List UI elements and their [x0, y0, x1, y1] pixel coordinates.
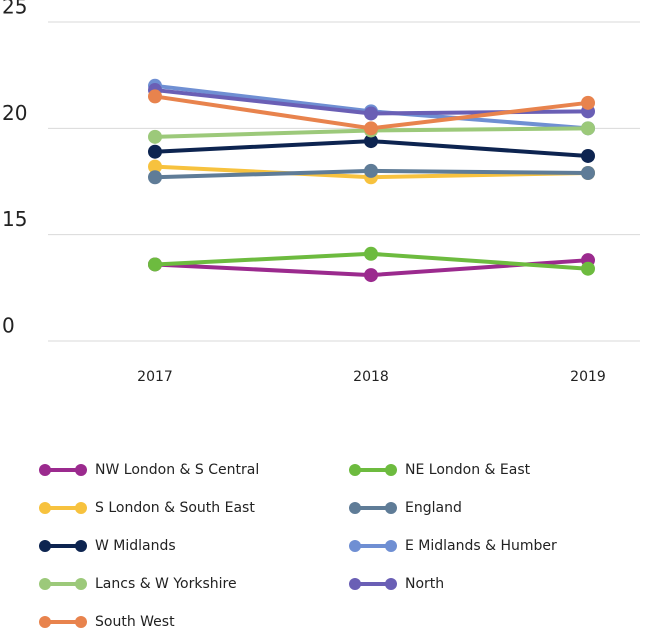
point: [364, 246, 378, 261]
legend-dot: [39, 540, 51, 552]
legend-label: NE London & East: [405, 462, 531, 478]
point: [364, 163, 378, 178]
legend-dot: [75, 464, 87, 476]
legend-label: E Midlands & Humber: [405, 538, 557, 554]
point: [364, 121, 378, 136]
point: [581, 261, 595, 276]
point: [364, 268, 378, 283]
point: [581, 165, 595, 180]
legend-dot: [349, 540, 361, 552]
legend-label: North: [405, 576, 444, 592]
point: [364, 106, 378, 121]
legend-dot: [385, 540, 397, 552]
legend-dot: [39, 464, 51, 476]
point: [148, 129, 162, 144]
legend-dot: [385, 502, 397, 514]
point: [581, 148, 595, 163]
point: [364, 134, 378, 149]
legend-dot: [385, 464, 397, 476]
point: [581, 95, 595, 110]
y-tick-label: 15: [2, 207, 27, 231]
legend-dot: [75, 502, 87, 514]
legend-dot: [349, 502, 361, 514]
legend-label: South West: [95, 614, 175, 630]
legend-dot: [75, 540, 87, 552]
legend-label: Lancs & W Yorkshire: [95, 576, 237, 592]
legend-dot: [39, 578, 51, 590]
x-tick-label: 2019: [570, 369, 606, 385]
point: [148, 89, 162, 104]
y-tick-label: 0: [2, 314, 15, 338]
point: [148, 159, 162, 174]
legend-label: S London & South East: [95, 500, 255, 516]
legend-label: NW London & S Central: [95, 462, 259, 478]
x-tick-label: 2017: [137, 369, 173, 385]
x-tick-label: 2018: [353, 369, 389, 385]
y-tick-label: 20: [2, 101, 27, 125]
point: [581, 121, 595, 136]
legend-label: W Midlands: [95, 538, 176, 554]
legend-dot: [75, 578, 87, 590]
legend-dot: [349, 578, 361, 590]
point: [148, 144, 162, 159]
legend-dot: [385, 578, 397, 590]
point: [148, 170, 162, 185]
legend-dot: [39, 616, 51, 628]
legend-dot: [39, 502, 51, 514]
legend-dot: [75, 616, 87, 628]
y-tick-label: 25: [2, 0, 27, 19]
point: [148, 257, 162, 272]
legend-label: England: [405, 500, 462, 516]
legend-dot: [349, 464, 361, 476]
